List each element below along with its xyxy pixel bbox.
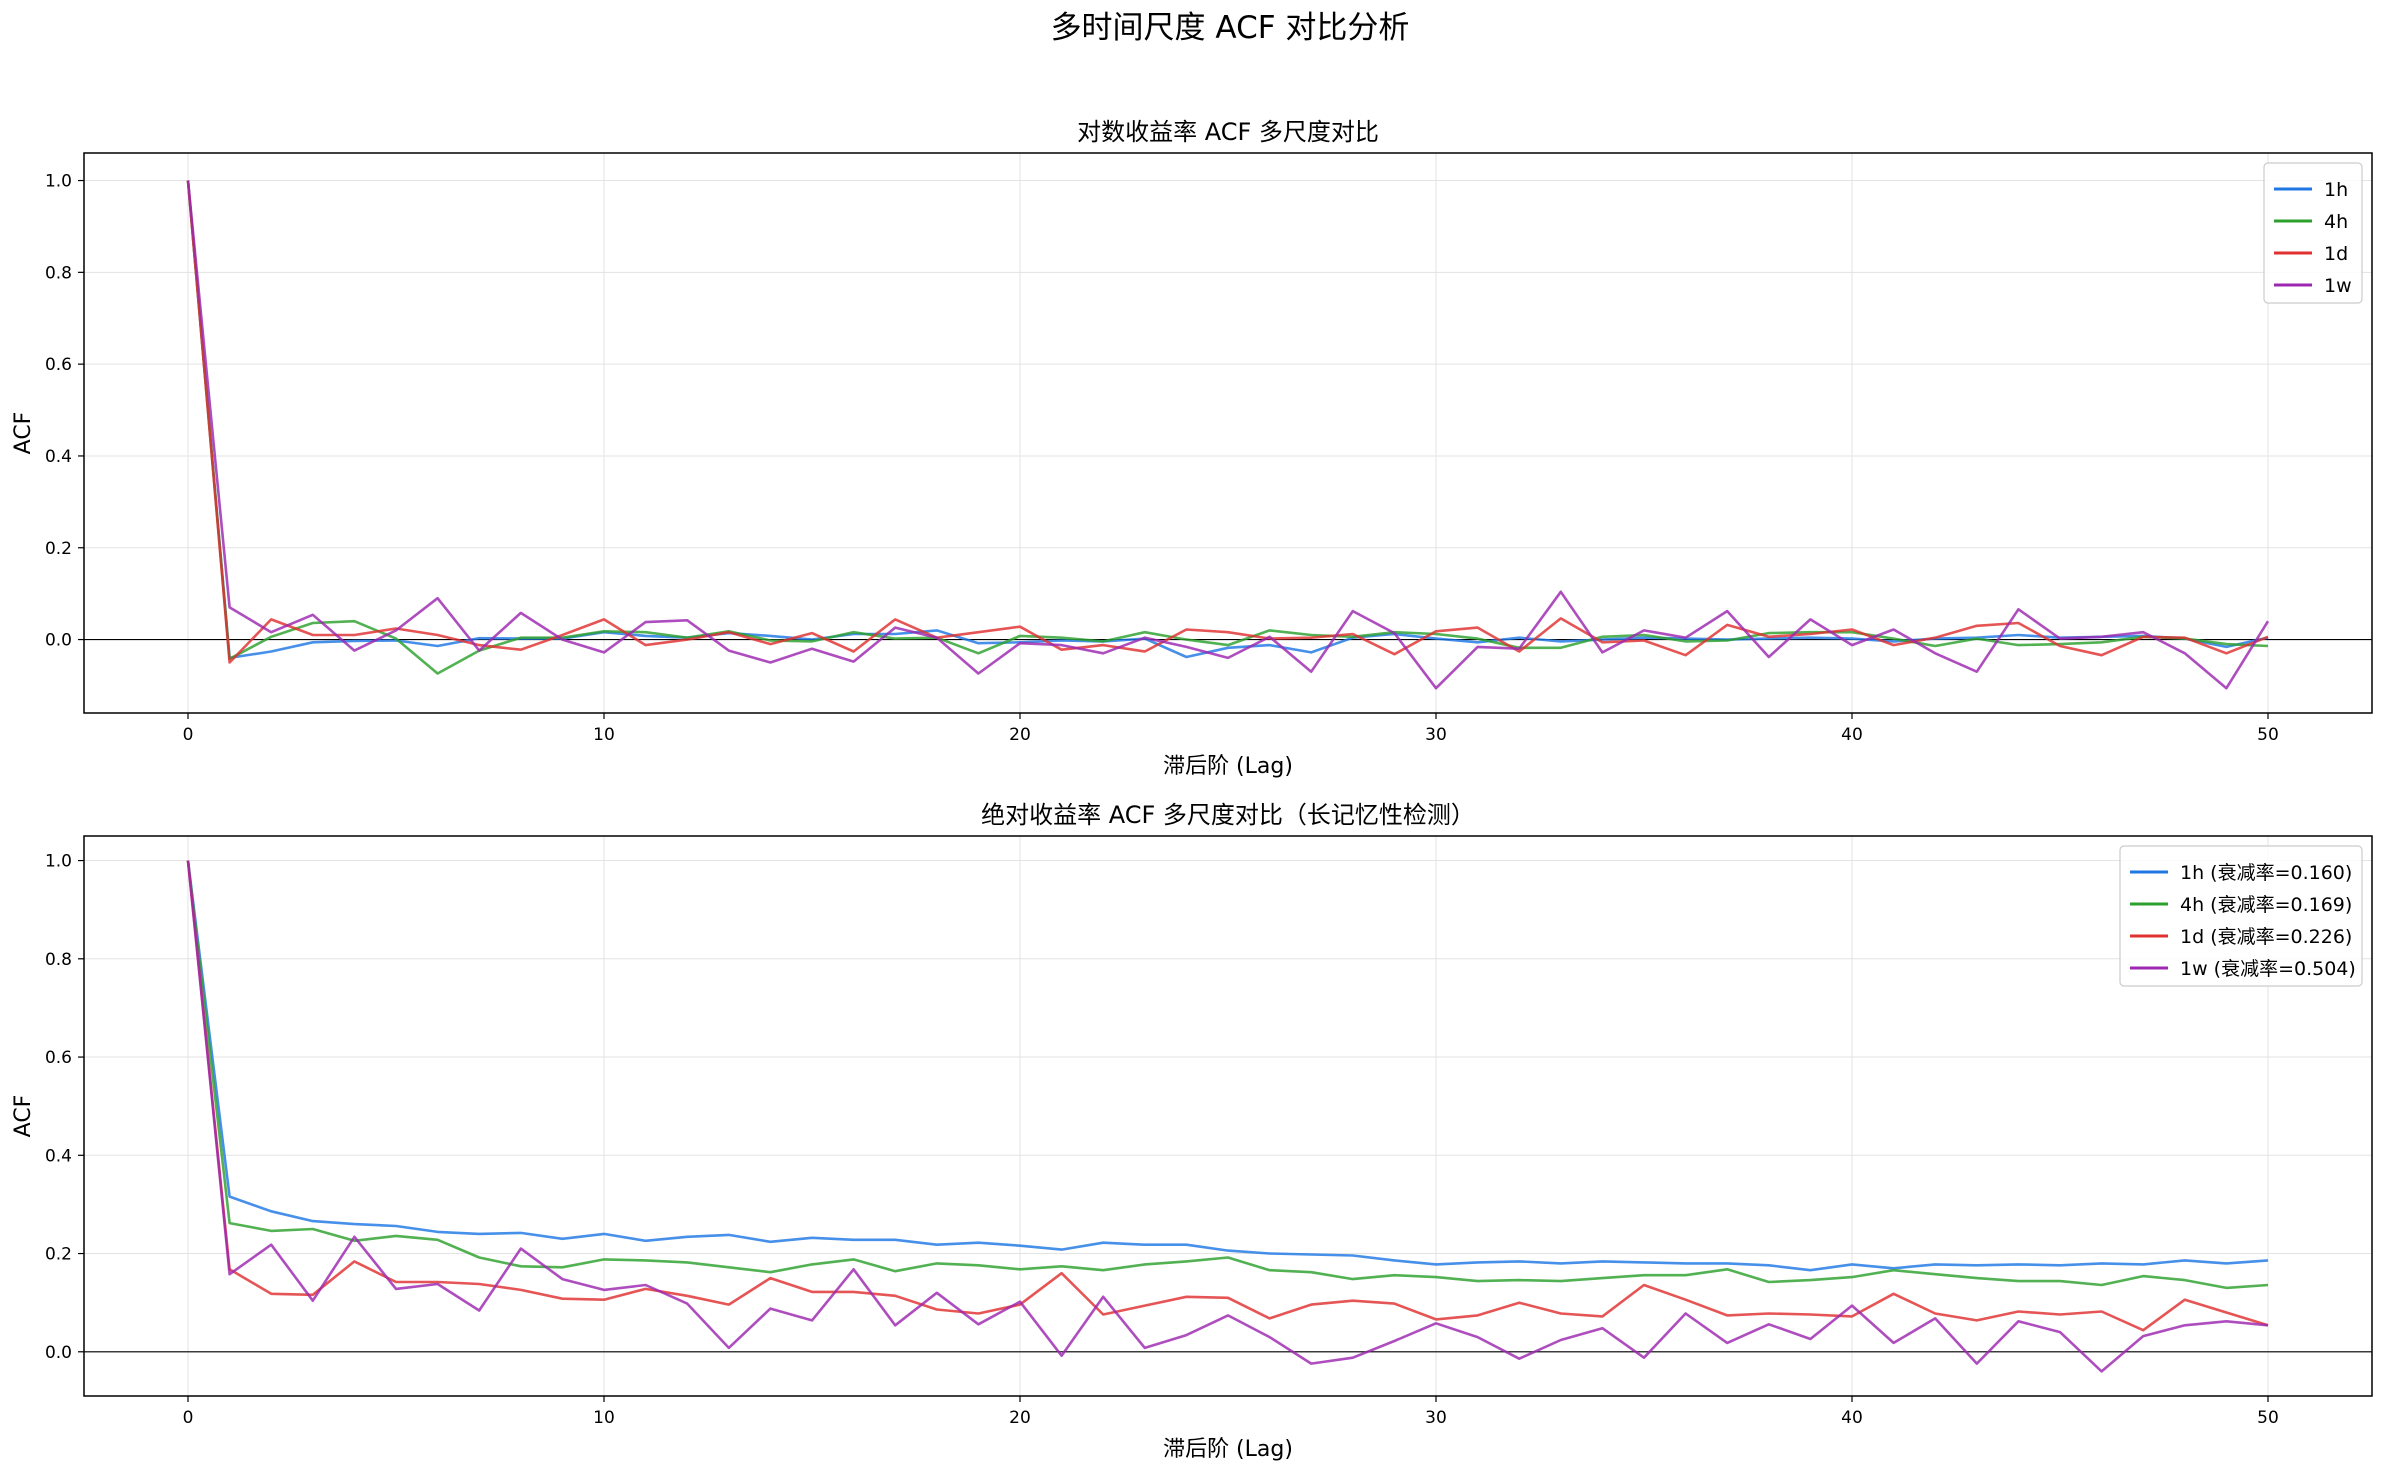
y-axis-label: ACF xyxy=(11,412,36,455)
legend-label: 1d (衰减率=0.226) xyxy=(2180,926,2352,948)
legend-label: 1w xyxy=(2324,275,2352,297)
y-tick-label: 0.6 xyxy=(45,1048,72,1068)
series-lines xyxy=(186,860,2269,1373)
plot-frame xyxy=(83,835,2373,1397)
legend: 1h 4h 1d 1w xyxy=(2263,162,2363,304)
x-axis-label: 滞后阶 (Lag) xyxy=(1163,1437,1293,1462)
legend: 1h (衰减率=0.160) 4h (衰减率=0.169) 1d (衰减率=0.22… xyxy=(2119,845,2363,987)
x-tick-label: 0 xyxy=(183,1408,194,1428)
x-tick-label: 30 xyxy=(1425,1408,1447,1428)
y-tick-label: 0.0 xyxy=(45,1343,72,1363)
acf-abs-returns-panel: 0 10 20 30 40 50 0.0 0.2 0.4 0.6 0.8 1.0 绝对收益率 ACF… xyxy=(11,801,2373,1462)
series-line-2 xyxy=(186,180,2269,664)
legend-label: 1d xyxy=(2324,243,2348,265)
legend-label: 1w (衰减率=0.504) xyxy=(2180,958,2356,980)
y-tick-label: 0.4 xyxy=(45,1146,72,1166)
legend-box xyxy=(2263,162,2363,304)
series-line-3 xyxy=(186,860,2269,1373)
legend-label: 1h (衰减率=0.160) xyxy=(2180,862,2352,884)
y-tick-label: 0.2 xyxy=(45,1245,72,1265)
x-tick-label: 10 xyxy=(593,1408,615,1428)
y-tick-label: 1.0 xyxy=(45,172,72,192)
legend-label: 4h (衰减率=0.169) xyxy=(2180,894,2352,916)
x-axis-label: 滞后阶 (Lag) xyxy=(1163,754,1293,779)
legend-label: 1h xyxy=(2324,179,2348,201)
x-axis-ticks: 0 10 20 30 40 50 xyxy=(183,1396,2279,1428)
x-tick-label: 40 xyxy=(1841,725,1863,745)
y-tick-label: 0.6 xyxy=(45,355,72,375)
plot-title: 对数收益率 ACF 多尺度对比 xyxy=(1077,118,1379,146)
x-tick-label: 20 xyxy=(1009,1408,1031,1428)
legend-box xyxy=(2119,845,2363,987)
x-tick-label: 10 xyxy=(593,725,615,745)
y-axis-ticks: 0.0 0.2 0.4 0.6 0.8 1.0 xyxy=(45,852,84,1363)
plot-frame xyxy=(83,152,2373,714)
x-tick-label: 0 xyxy=(183,725,194,745)
plot-title: 绝对收益率 ACF 多尺度对比（长记忆性检测） xyxy=(981,801,1475,829)
series-line-1 xyxy=(186,180,2269,675)
series-line-3 xyxy=(186,180,2270,690)
y-tick-label: 0.4 xyxy=(45,447,72,467)
x-tick-label: 30 xyxy=(1425,725,1447,745)
x-tick-label: 50 xyxy=(2257,1408,2279,1428)
x-tick-label: 50 xyxy=(2257,725,2279,745)
x-axis-ticks: 0 10 20 30 40 50 xyxy=(183,713,2279,745)
series-line-0 xyxy=(186,860,2269,1272)
series-lines xyxy=(186,180,2270,690)
y-tick-label: 0.0 xyxy=(45,631,72,651)
y-axis-label: ACF xyxy=(11,1095,36,1138)
y-axis-ticks: 0.0 0.2 0.4 0.6 0.8 1.0 xyxy=(45,172,84,651)
x-tick-label: 40 xyxy=(1841,1408,1863,1428)
x-tick-label: 20 xyxy=(1009,725,1031,745)
legend-label: 4h xyxy=(2324,211,2348,233)
y-tick-label: 1.0 xyxy=(45,852,72,872)
series-line-2 xyxy=(186,860,2269,1332)
y-tick-label: 0.8 xyxy=(45,950,72,970)
series-line-1 xyxy=(186,860,2269,1290)
acf-log-returns-panel: 0 10 20 30 40 50 0.0 0.2 0.4 0.6 0.8 1.0 对数收益率 ACF… xyxy=(11,118,2373,779)
figure-title: 多时间尺度 ACF 对比分析 xyxy=(1051,10,1410,46)
y-tick-label: 0.8 xyxy=(45,263,72,283)
y-tick-label: 0.2 xyxy=(45,539,72,559)
